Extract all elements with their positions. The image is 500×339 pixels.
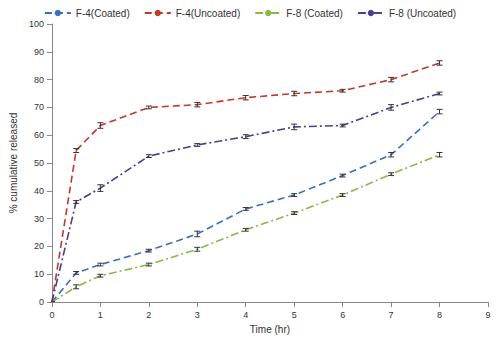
svg-text:F-4(Coated): F-4(Coated) bbox=[76, 8, 130, 19]
svg-text:9: 9 bbox=[485, 310, 490, 320]
svg-text:90: 90 bbox=[34, 47, 44, 57]
svg-text:60: 60 bbox=[34, 130, 44, 140]
svg-text:0: 0 bbox=[49, 310, 54, 320]
svg-text:4: 4 bbox=[243, 310, 248, 320]
svg-text:0: 0 bbox=[39, 297, 44, 307]
svg-text:10: 10 bbox=[34, 269, 44, 279]
svg-text:7: 7 bbox=[389, 310, 394, 320]
svg-text:6: 6 bbox=[340, 310, 345, 320]
svg-text:F-8 (Coated): F-8 (Coated) bbox=[286, 8, 343, 19]
svg-text:30: 30 bbox=[34, 214, 44, 224]
svg-text:100: 100 bbox=[29, 19, 44, 29]
svg-text:2: 2 bbox=[146, 310, 151, 320]
svg-text:8: 8 bbox=[437, 310, 442, 320]
svg-text:70: 70 bbox=[34, 102, 44, 112]
svg-text:% cumulative released: % cumulative released bbox=[8, 113, 19, 214]
svg-text:80: 80 bbox=[34, 75, 44, 85]
svg-text:Time (hr): Time (hr) bbox=[250, 324, 290, 335]
svg-text:3: 3 bbox=[195, 310, 200, 320]
svg-text:F-8 (Uncoated): F-8 (Uncoated) bbox=[389, 8, 456, 19]
svg-text:1: 1 bbox=[98, 310, 103, 320]
svg-text:40: 40 bbox=[34, 186, 44, 196]
svg-text:50: 50 bbox=[34, 158, 44, 168]
svg-text:20: 20 bbox=[34, 241, 44, 251]
svg-text:5: 5 bbox=[292, 310, 297, 320]
svg-text:F-4(Uncoated): F-4(Uncoated) bbox=[176, 8, 240, 19]
